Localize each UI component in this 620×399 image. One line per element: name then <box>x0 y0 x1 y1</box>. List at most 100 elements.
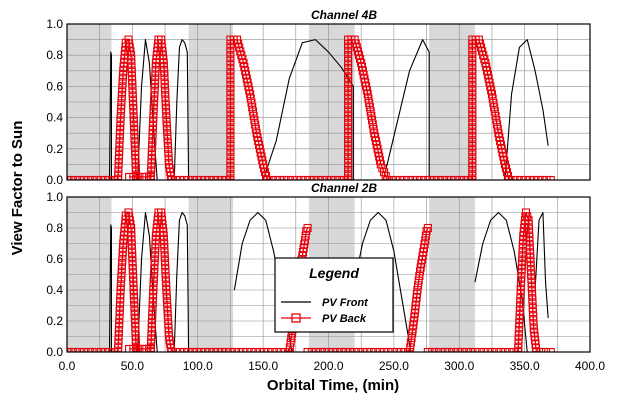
data-point <box>175 175 185 180</box>
data-point <box>163 130 172 139</box>
data-point <box>251 347 260 352</box>
data-point <box>109 175 118 180</box>
data-point <box>260 347 269 352</box>
data-point <box>75 175 84 180</box>
data-point <box>226 158 235 168</box>
data-point <box>546 347 555 352</box>
data-point <box>117 269 126 278</box>
data-point <box>408 175 417 180</box>
data-point <box>344 154 353 163</box>
data-point <box>130 310 139 319</box>
data-point <box>234 347 243 352</box>
data-point <box>131 319 140 328</box>
data-point <box>116 281 125 290</box>
data-point <box>129 281 138 290</box>
data-point <box>131 327 140 336</box>
x-tick-label: 0.0 <box>59 359 76 373</box>
data-point <box>515 319 524 328</box>
x-tick-label: 350.0 <box>510 359 540 373</box>
data-point <box>368 120 377 129</box>
data-point <box>248 107 258 116</box>
data-point <box>509 347 518 352</box>
data-point <box>147 331 156 340</box>
data-point <box>264 347 273 352</box>
data-point <box>146 343 155 352</box>
data-point <box>151 235 160 244</box>
data-point <box>161 100 170 110</box>
data-point <box>284 175 293 180</box>
data-point <box>528 308 538 317</box>
data-point <box>529 316 538 325</box>
data-point <box>129 273 138 282</box>
data-point <box>192 175 201 180</box>
data-point <box>92 175 101 180</box>
data-point <box>524 224 534 233</box>
data-point <box>488 94 497 103</box>
data-point <box>344 141 353 151</box>
data-point <box>249 111 258 120</box>
data-point <box>514 339 523 348</box>
data-point <box>138 344 147 352</box>
data-point <box>115 314 124 323</box>
data-point <box>128 269 138 278</box>
data-point <box>129 290 138 299</box>
data-point <box>406 343 415 352</box>
data-point <box>201 175 210 180</box>
data-point <box>114 331 123 340</box>
data-point <box>301 175 310 180</box>
data-point <box>161 277 171 286</box>
data-point <box>316 347 325 352</box>
data-point <box>128 84 137 93</box>
data-point <box>517 175 526 180</box>
data-point <box>492 116 501 125</box>
data-point <box>160 75 169 84</box>
data-point <box>213 347 222 352</box>
data-point <box>131 159 140 168</box>
data-point <box>79 175 89 180</box>
data-point <box>414 276 423 285</box>
data-point <box>447 175 456 180</box>
data-point <box>129 344 138 352</box>
data-point <box>127 71 136 81</box>
data-point <box>150 88 159 97</box>
data-point <box>532 347 541 352</box>
data-point <box>525 241 534 250</box>
data-point <box>501 347 510 352</box>
data-point <box>527 274 536 283</box>
data-point <box>130 314 139 323</box>
data-point <box>217 347 227 352</box>
data-point <box>337 347 346 352</box>
data-point <box>84 347 93 352</box>
data-point <box>483 347 493 352</box>
data-point <box>128 261 137 270</box>
data-point <box>468 44 477 53</box>
data-point <box>148 310 157 319</box>
data-point <box>528 295 537 304</box>
data-point <box>114 155 123 164</box>
data-point <box>280 175 289 180</box>
data-point <box>516 281 525 290</box>
data-point <box>526 262 535 271</box>
data-point <box>129 121 139 130</box>
data-point <box>226 167 235 176</box>
data-point <box>117 100 126 109</box>
data-point <box>344 129 353 138</box>
data-point <box>147 335 156 344</box>
data-point <box>192 347 201 352</box>
series-pv-back <box>67 208 555 352</box>
data-point <box>116 294 125 303</box>
data-point <box>164 156 173 165</box>
data-point <box>468 133 477 142</box>
data-point <box>428 347 437 352</box>
data-point <box>160 79 169 89</box>
data-point <box>148 302 157 311</box>
data-point <box>117 105 126 114</box>
data-point <box>118 247 127 256</box>
data-point <box>371 347 380 352</box>
data-point <box>542 175 551 180</box>
data-point <box>517 265 526 274</box>
data-point <box>421 231 430 240</box>
data-point <box>529 320 538 329</box>
data-point <box>246 94 255 103</box>
data-point <box>151 67 160 76</box>
